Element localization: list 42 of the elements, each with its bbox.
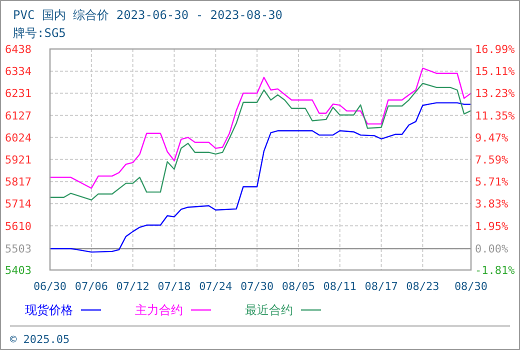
y2-tick-label: 1.95% (475, 220, 508, 233)
x-tick-label: 08/05 (282, 280, 316, 293)
x-tick-label: 07/06 (74, 280, 108, 293)
y-tick-label: 6438 (5, 43, 32, 56)
legend-label: 现货价格 (25, 303, 73, 317)
y-tick-label: 5503 (5, 242, 32, 256)
y2-tick-label: 9.47% (475, 131, 508, 144)
y2-tick-label: 0.00% (475, 242, 508, 256)
chart-subtitle: 牌号:SG5 (13, 26, 66, 40)
x-tick-label: 07/12 (116, 280, 150, 293)
y-tick-label: 6127 (5, 109, 32, 122)
y2-tick-label: 11.35% (475, 109, 516, 122)
y-tick-label: 5610 (5, 220, 32, 233)
x-tick-label: 07/30 (240, 280, 274, 293)
y2-tick-label: 16.99% (475, 43, 516, 56)
y-tick-label: 5714 (5, 198, 32, 211)
y-tick-label: 6334 (5, 65, 32, 78)
x-tick-label: 07/24 (199, 280, 233, 293)
y-tick-label: 5403 (5, 264, 32, 277)
line-series (49, 102, 472, 253)
y2-tick-label: 7.59% (475, 154, 508, 166)
x-tick-label: 06/30 (33, 280, 67, 293)
x-tick-label: 08/11 (323, 280, 356, 293)
y-tick-label: 5921 (5, 153, 32, 166)
line-series (49, 68, 472, 189)
x-tick-label: 08/30 (454, 280, 488, 293)
x-tick-label: 08/23 (406, 280, 440, 293)
y2-tick-label: 5.71% (475, 176, 508, 189)
y2-tick-label: -1.81% (475, 264, 516, 277)
text: © 2025.05 (10, 333, 70, 346)
y-tick-label: 6231 (5, 87, 32, 100)
y-tick-label: 6024 (5, 131, 32, 144)
y-tick-label: 5817 (5, 176, 32, 189)
y2-tick-label: 13.23% (475, 87, 516, 100)
legend-label: 最近合约 (245, 303, 293, 317)
x-tick-label: 08/17 (364, 280, 398, 293)
y2-tick-label: 15.11% (475, 65, 516, 78)
line-series (49, 82, 472, 201)
y2-tick-label: 3.83% (475, 198, 508, 211)
legend-label: 主力合约 (135, 303, 183, 317)
x-tick-label: 07/18 (158, 280, 191, 293)
chart-title: PVC 国内 综合价 2023-06-30 - 2023-08-30 (13, 8, 283, 22)
